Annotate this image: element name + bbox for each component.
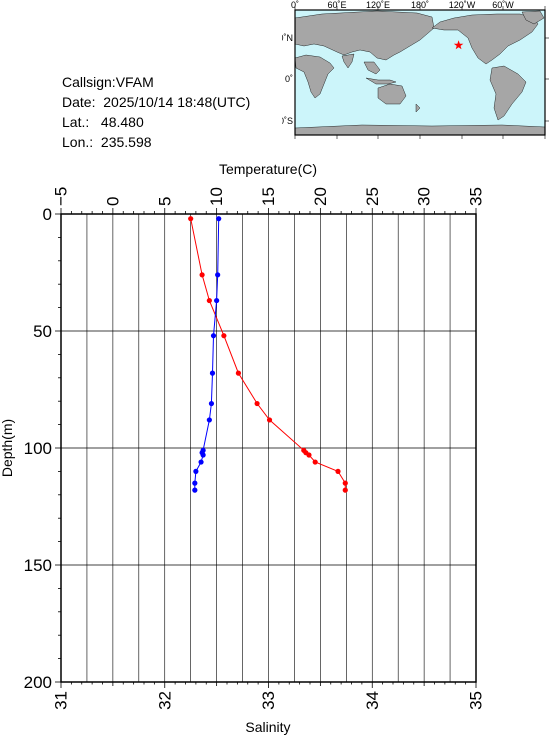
longitude-row: Lon.: 235.598 xyxy=(62,132,250,152)
temperature-data-point xyxy=(342,480,348,486)
temperature-tick-label: −5 xyxy=(52,187,71,206)
europe-asia-land xyxy=(294,10,435,61)
north-america-land xyxy=(431,13,539,65)
africa-arabia-land xyxy=(294,54,335,99)
temperature-data-point xyxy=(306,452,312,458)
salinity-profile-line xyxy=(194,218,220,491)
map-lat-label: 0˚ xyxy=(285,74,293,84)
temperature-data-point xyxy=(335,468,341,474)
temperature-data-point xyxy=(235,370,242,376)
callsign-text: Callsign:VFAM xyxy=(62,74,154,90)
station-info: Callsign:VFAM Date: 2025/10/14 18:48(UTC… xyxy=(62,72,250,152)
temperature-tick-label: 5 xyxy=(155,197,174,206)
map-lat-label: 60˚N xyxy=(282,33,293,43)
map-lon-label: 60˚E xyxy=(327,0,346,10)
salinity-data-point xyxy=(192,487,198,493)
temperature-tick-label: 20 xyxy=(311,187,330,206)
salinity-data-point xyxy=(193,468,199,474)
depth-tick-label: 50 xyxy=(33,322,52,341)
longitude-label: Lon.: xyxy=(62,134,94,150)
map-landmasses xyxy=(294,10,546,136)
depth-tick-label: 150 xyxy=(24,556,52,575)
salinity-data-point xyxy=(216,216,222,222)
salinity-data-point xyxy=(192,480,198,486)
salinity-tick-label: 33 xyxy=(259,691,278,710)
longitude-value: 235.598 xyxy=(100,134,152,150)
location-map: 0˚ 60˚E 120˚E 180˚ 120˚W 60˚W 60˚N 0˚ 60… xyxy=(282,0,549,139)
temperature-data-point xyxy=(254,400,260,407)
salinity-tick-label: 34 xyxy=(363,691,382,710)
temperature-tick-label: 25 xyxy=(363,187,382,206)
southeast-asia-land xyxy=(363,61,381,75)
chart-series xyxy=(188,216,348,493)
indonesia-land xyxy=(365,77,397,85)
temperature-tick-label: 35 xyxy=(467,187,486,206)
depth-tick-label: 0 xyxy=(43,205,52,224)
map-lon-label: 180˚ xyxy=(411,0,429,10)
salinity-tick-label: 31 xyxy=(52,691,71,710)
latitude-label: Lat.: xyxy=(62,114,90,130)
latitude-value: 48.480 xyxy=(100,114,144,130)
salinity-data-point xyxy=(206,417,212,423)
temperature-data-point xyxy=(188,216,194,222)
temperature-data-point xyxy=(266,417,273,423)
salinity-data-point xyxy=(208,400,215,407)
greenland-land xyxy=(521,10,545,25)
map-lon-ticks xyxy=(294,6,549,139)
map-lat-labels: 60˚N 0˚ 60˚S xyxy=(282,33,293,126)
temperature-tick-label: 10 xyxy=(207,187,226,206)
star-icon xyxy=(453,40,464,50)
temperature-data-point xyxy=(206,297,212,304)
depth-axis-label: Depth(m) xyxy=(0,419,15,477)
temperature-data-point xyxy=(199,272,205,278)
temperature-axis-label: Temperature(C) xyxy=(219,161,317,177)
temperature-data-point xyxy=(312,459,318,465)
date-text: Date: 2025/10/14 18:48(UTC) xyxy=(62,94,251,110)
new-zealand-land xyxy=(415,103,421,113)
salinity-data-point xyxy=(200,452,206,458)
india-land xyxy=(341,53,355,69)
map-lon-labels: 0˚ 60˚E 120˚E 180˚ 120˚W 60˚W xyxy=(291,0,514,10)
temperature-tick-label: 15 xyxy=(259,187,278,206)
latitude-row: Lat.: 48.480 xyxy=(62,112,250,132)
antarctica-land xyxy=(294,124,546,136)
temperature-data-point xyxy=(221,333,227,339)
salinity-tick-label: 32 xyxy=(155,691,174,710)
salinity-tick-label: 35 xyxy=(467,691,486,710)
salinity-data-point xyxy=(209,370,216,376)
salinity-data-point xyxy=(215,272,221,278)
depth-tick-label: 200 xyxy=(24,673,52,692)
chart-grid xyxy=(60,213,477,683)
map-lon-label: 60˚W xyxy=(492,0,514,10)
salinity-data-point xyxy=(210,333,217,339)
temperature-data-point xyxy=(342,487,348,493)
map-lon-label: 120˚W xyxy=(449,0,476,10)
salinity-data-point xyxy=(214,297,220,304)
depth-tick-label: 100 xyxy=(24,439,52,458)
temperature-profile-line xyxy=(190,218,346,491)
salinity-axis-label: Salinity xyxy=(245,719,290,735)
map-lon-label: 0˚ xyxy=(291,0,299,10)
map-frame xyxy=(294,9,546,136)
temperature-tick-label: 0 xyxy=(103,197,122,206)
temperature-tick-label: 30 xyxy=(415,187,434,206)
map-lat-label: 60˚S xyxy=(282,116,293,126)
south-america-land xyxy=(489,65,527,121)
map-lon-label: 120˚E xyxy=(366,0,390,10)
australia-land xyxy=(377,83,407,105)
salinity-data-point xyxy=(198,459,204,465)
